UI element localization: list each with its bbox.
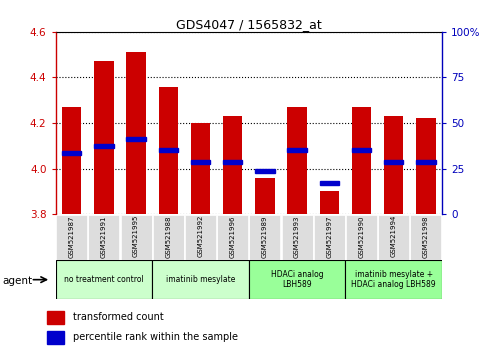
Text: percentile rank within the sample: percentile rank within the sample — [72, 332, 238, 342]
Bar — [127, 52, 146, 214]
Text: GSM521987: GSM521987 — [69, 215, 75, 257]
Text: GSM521993: GSM521993 — [294, 215, 300, 257]
Bar — [255, 169, 274, 173]
Bar — [223, 160, 242, 164]
Text: GSM521996: GSM521996 — [229, 215, 236, 257]
FancyBboxPatch shape — [121, 215, 152, 260]
Text: GSM521991: GSM521991 — [101, 215, 107, 257]
Bar — [249, 260, 345, 299]
Bar — [352, 148, 371, 153]
Text: GSM521988: GSM521988 — [165, 215, 171, 257]
Bar — [158, 148, 178, 153]
Bar — [94, 144, 114, 148]
FancyBboxPatch shape — [185, 215, 216, 260]
Bar — [47, 331, 64, 343]
Bar — [62, 107, 81, 214]
Text: agent: agent — [2, 276, 32, 286]
FancyBboxPatch shape — [314, 215, 345, 260]
Text: GSM521995: GSM521995 — [133, 215, 139, 257]
Bar — [191, 160, 210, 164]
Bar — [62, 150, 81, 155]
Bar — [287, 148, 307, 153]
Text: GSM521997: GSM521997 — [326, 215, 332, 257]
Text: GSM521989: GSM521989 — [262, 215, 268, 257]
FancyBboxPatch shape — [378, 215, 409, 260]
Bar — [384, 116, 403, 214]
Bar — [255, 178, 274, 214]
Text: GSM521990: GSM521990 — [358, 215, 365, 257]
Bar — [320, 181, 339, 185]
Bar — [191, 123, 210, 214]
Text: imatinib mesylate +
HDACi analog LBH589: imatinib mesylate + HDACi analog LBH589 — [351, 270, 436, 289]
Bar — [416, 160, 436, 164]
Text: GSM521992: GSM521992 — [198, 215, 203, 257]
FancyBboxPatch shape — [282, 215, 313, 260]
FancyBboxPatch shape — [411, 215, 441, 260]
FancyBboxPatch shape — [56, 215, 87, 260]
Bar — [152, 260, 249, 299]
Title: GDS4047 / 1565832_at: GDS4047 / 1565832_at — [176, 18, 322, 31]
Bar — [416, 119, 436, 214]
Bar — [158, 86, 178, 214]
Text: GSM521998: GSM521998 — [423, 215, 429, 257]
Bar — [94, 62, 114, 214]
Bar — [320, 192, 339, 214]
Bar — [384, 160, 403, 164]
Bar — [352, 107, 371, 214]
Bar — [345, 260, 442, 299]
Bar — [47, 311, 64, 324]
Text: imatinib mesylate: imatinib mesylate — [166, 275, 235, 284]
FancyBboxPatch shape — [217, 215, 248, 260]
Text: transformed count: transformed count — [72, 312, 163, 322]
FancyBboxPatch shape — [346, 215, 377, 260]
Bar — [223, 116, 242, 214]
Bar — [127, 137, 146, 141]
FancyBboxPatch shape — [249, 215, 280, 260]
Text: no treatment control: no treatment control — [64, 275, 144, 284]
Text: GSM521994: GSM521994 — [391, 215, 397, 257]
Bar — [287, 107, 307, 214]
Bar — [56, 260, 152, 299]
FancyBboxPatch shape — [153, 215, 184, 260]
Text: HDACi analog
LBH589: HDACi analog LBH589 — [271, 270, 323, 289]
FancyBboxPatch shape — [88, 215, 119, 260]
